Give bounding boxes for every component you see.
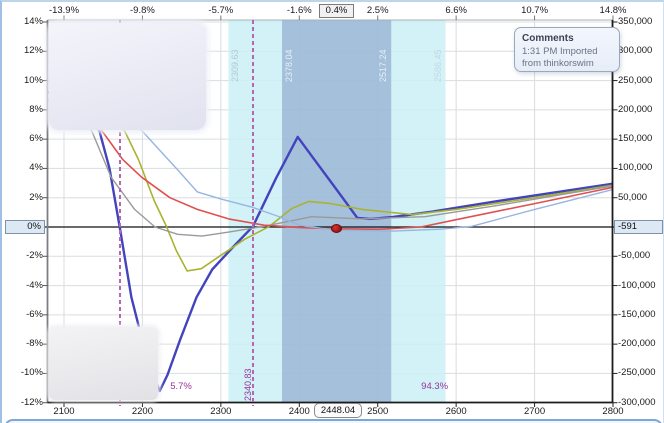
comments-title: Comments: [522, 33, 574, 44]
right-axis-pl-label: 200,000: [618, 103, 653, 115]
left-axis-percent-label: -10%: [20, 367, 43, 379]
zero-percent-badge: 0%: [5, 220, 45, 234]
right-axis-pl-label: -200,000: [618, 338, 656, 350]
bottom-axis-price-label: 2800: [602, 406, 624, 417]
band-edge-price-label: 2309.63: [230, 49, 241, 82]
band-edge-price-label: 2586.45: [432, 49, 443, 82]
comments-box: Comments 1:31 PM Imported from thinkorsw…: [514, 27, 620, 72]
bottom-axis-price-label: 2500: [367, 406, 389, 417]
breakeven-line-left[interactable]: [118, 20, 121, 406]
left-axis-percent-label: 14%: [23, 15, 43, 27]
left-axis-percent-label: 8%: [29, 103, 43, 115]
left-axis-percent-label: -2%: [26, 250, 43, 262]
bottom-axis-price-label: 2300: [210, 406, 232, 417]
top-axis-percent-label: 14.8%: [599, 5, 627, 16]
left-axis-percent-label: 10%: [23, 74, 43, 86]
top-axis-percent-label: 10.7%: [521, 5, 549, 16]
bottom-axis-price-label: 2200: [131, 406, 153, 417]
redacted-region-bottom-left: [49, 327, 158, 400]
band-edge-price-label: 2517.24: [378, 49, 389, 82]
right-axis-pl-label: 100,000: [618, 162, 653, 174]
top-axis-percent-label: -1.6%: [286, 5, 312, 16]
left-axis-percent-label: -6%: [26, 308, 43, 320]
breakeven-line-right[interactable]: [251, 20, 254, 406]
top-axis-percent-label: -5.7%: [208, 5, 234, 16]
comments-body: 1:31 PM Imported from thinkorswim: [522, 46, 598, 70]
right-axis-pl-label: 350,000: [618, 15, 653, 27]
left-axis-percent-label: -4%: [26, 279, 43, 291]
bottom-axis-price-label: 2700: [523, 406, 546, 417]
bottom-axis-price-label: 2600: [445, 406, 467, 417]
right-axis-pl-label: -50,000: [618, 250, 651, 262]
probability-below-label: 5.7%: [170, 381, 192, 392]
left-axis-percent-label: 2%: [29, 191, 43, 203]
current-price-badge: 2448.04: [314, 403, 362, 418]
probability-above-label: 94.3%: [421, 381, 449, 392]
current-pl-marker-dot[interactable]: [331, 223, 343, 233]
right-axis-pl-label: 250,000: [618, 74, 653, 86]
right-axis-pl-label: -100,000: [618, 279, 656, 291]
right-axis-pl-label: -250,000: [618, 367, 656, 379]
top-axis-percent-label: 2.5%: [366, 5, 389, 16]
left-axis-percent-label: 4%: [29, 162, 43, 174]
right-axis-pl-label: 150,000: [618, 133, 653, 145]
breakeven-price-label: 2340.83: [243, 368, 253, 401]
current-price-percent-badge: 0.4%: [319, 4, 354, 18]
left-axis-percent-label: 6%: [29, 133, 43, 145]
bottom-axis-price-label: 2100: [53, 406, 75, 417]
top-axis-percent-label: -13.9%: [48, 5, 80, 16]
top-axis-percent-label: 6.6%: [445, 5, 467, 16]
band-edge-price-label: 2378.04: [284, 49, 295, 82]
right-axis-pl-label: 300,000: [618, 45, 653, 57]
left-axis-percent-label: -12%: [20, 396, 43, 408]
left-axis-percent-label: 12%: [23, 45, 43, 57]
right-axis-pl-label: -150,000: [618, 308, 656, 320]
left-axis-percent-label: -8%: [26, 338, 43, 350]
redacted-region-top-left: [49, 23, 206, 130]
right-axis-pl-label: -300,000: [618, 396, 656, 408]
bottom-axis-price-label: 2400: [288, 406, 310, 417]
pl-value-badge: -591: [614, 220, 663, 234]
right-axis-pl-label: 50,000: [618, 191, 648, 203]
bottom-panel-edge: [4, 419, 663, 423]
top-axis-percent-label: -9.8%: [130, 5, 155, 16]
